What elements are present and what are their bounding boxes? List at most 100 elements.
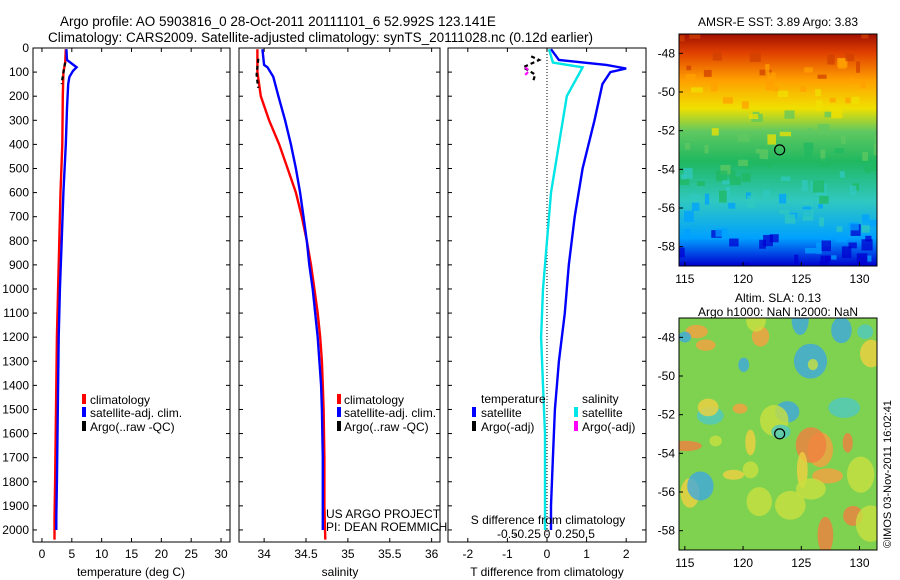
sst-pixel <box>755 148 761 154</box>
xtick-label: 36 <box>425 547 439 561</box>
sst-map-texture <box>679 34 877 266</box>
sla-blob <box>709 435 722 447</box>
salinity-legend-climatology: climatology <box>344 393 404 407</box>
sst-pixel <box>711 128 719 136</box>
sst-pixel <box>803 142 814 151</box>
sst-pixel <box>805 247 817 254</box>
sst-pixel <box>741 173 751 182</box>
sst-pixel <box>851 96 860 104</box>
map-ytick-label: -54 <box>658 162 676 176</box>
ytick-label: 200 <box>9 89 29 103</box>
sst-map-field <box>679 34 877 266</box>
map-ytick-label: -52 <box>658 408 676 422</box>
sst-pixel <box>834 148 844 154</box>
ytick-label: 1100 <box>3 306 29 320</box>
sst-pixel <box>684 143 691 150</box>
sst-pixel <box>745 192 751 199</box>
sst-pixel <box>819 158 831 167</box>
sla-blob <box>722 469 745 480</box>
sst-pixel <box>800 86 807 92</box>
sst-pixel <box>820 255 830 266</box>
ytick-label: 1600 <box>2 427 29 441</box>
xtick-label: -2 <box>462 547 473 561</box>
temperature-legend-satellite: satellite-adj. clim. <box>90 406 182 420</box>
series-argo-raw-qc- <box>255 58 260 88</box>
sla-blob <box>831 318 852 344</box>
sst-map-argo-marker <box>774 144 786 156</box>
sst-map-frame <box>678 33 878 267</box>
sst-pixel <box>812 180 825 193</box>
xtick-label: 30 <box>214 547 228 561</box>
sst-pixel <box>689 194 700 204</box>
sst-pixel <box>848 242 857 249</box>
sla-blob <box>847 456 875 493</box>
sla-blob <box>796 451 808 489</box>
sst-pixel <box>710 82 718 92</box>
map-xtick-label: 125 <box>791 272 811 286</box>
sst-pixel <box>686 65 692 71</box>
sst-pixel <box>831 255 837 260</box>
sst-pixel <box>749 52 761 63</box>
sst-pixel <box>845 97 851 104</box>
sst-pixel <box>774 264 782 266</box>
sla-blob <box>807 359 818 371</box>
map-xtick-label: 120 <box>733 556 753 570</box>
sst-pixel <box>691 202 700 211</box>
sst-pixel <box>869 199 877 205</box>
sla-blob <box>791 318 809 335</box>
sla-blob <box>795 478 826 500</box>
ytick-label: 700 <box>9 210 29 224</box>
sst-pixel <box>818 204 823 209</box>
sst-pixel <box>807 127 812 135</box>
salinity-legend-swatch-climatology <box>337 394 341 404</box>
stick-label: 0.5 <box>578 527 595 541</box>
sst-pixel <box>765 64 770 76</box>
temperature-panel: 0 5 10 15 20 25 300100200300400500600700800900… <box>2 41 231 579</box>
difference-legend-swatch-t-satellite <box>472 407 476 417</box>
sla-map-title: Altim. SLA: 0.13 <box>735 291 821 305</box>
sst-pixel <box>774 86 779 92</box>
sst-pixel <box>679 177 690 186</box>
sla-blob <box>860 339 877 368</box>
sst-pixel <box>769 234 779 243</box>
sla-blob <box>679 440 702 452</box>
sst-pixel <box>874 135 877 148</box>
ytick-label: 1700 <box>2 451 29 465</box>
series-salinity-argo-adj- <box>522 66 531 78</box>
ytick-label: 600 <box>9 186 29 200</box>
sla-blob <box>697 398 719 417</box>
xtick-label: 0 <box>544 547 551 561</box>
sst-pixel <box>725 187 731 198</box>
xtick-label: 15 <box>125 547 139 561</box>
map-ytick-label: -52 <box>658 124 676 138</box>
sst-map-title: AMSR-E SST: 3.89 Argo: 3.83 <box>698 15 858 29</box>
map-ytick-label: -50 <box>658 369 676 383</box>
sst-pixel <box>738 159 748 166</box>
map-ytick-label: -56 <box>658 485 676 499</box>
sst-pixel <box>741 101 749 109</box>
temperature-legend-swatch-argo <box>82 421 86 431</box>
ytick-label: 900 <box>9 258 29 272</box>
difference-lines <box>520 48 627 530</box>
ytick-label: 1200 <box>2 330 29 344</box>
sst-pixel <box>722 97 733 104</box>
series-satellite-adj-clim- <box>261 49 324 530</box>
temperature-ticks: 0 5 10 15 20 25 300100200300400500600700800900… <box>2 41 230 561</box>
sst-pixel <box>866 255 872 262</box>
salinity-legend-swatch-satellite <box>337 407 341 417</box>
sst-pixel <box>736 264 742 266</box>
sla-blob <box>842 432 853 453</box>
map-xtick-label: 115 <box>675 556 694 570</box>
xtick-label: -1 <box>502 547 513 561</box>
sst-pixel <box>759 149 769 160</box>
ytick-label: 1500 <box>2 402 29 416</box>
temperature-legend-swatch-satellite <box>82 407 86 417</box>
map-ytick-label: -58 <box>658 240 676 254</box>
sst-pixel <box>818 261 829 266</box>
sst-pixel <box>740 262 750 266</box>
sst-pixel <box>679 35 685 42</box>
sst-pixel <box>836 226 843 232</box>
difference-legend-swatch-t-argo <box>472 421 476 431</box>
salinity-lines <box>255 49 327 540</box>
